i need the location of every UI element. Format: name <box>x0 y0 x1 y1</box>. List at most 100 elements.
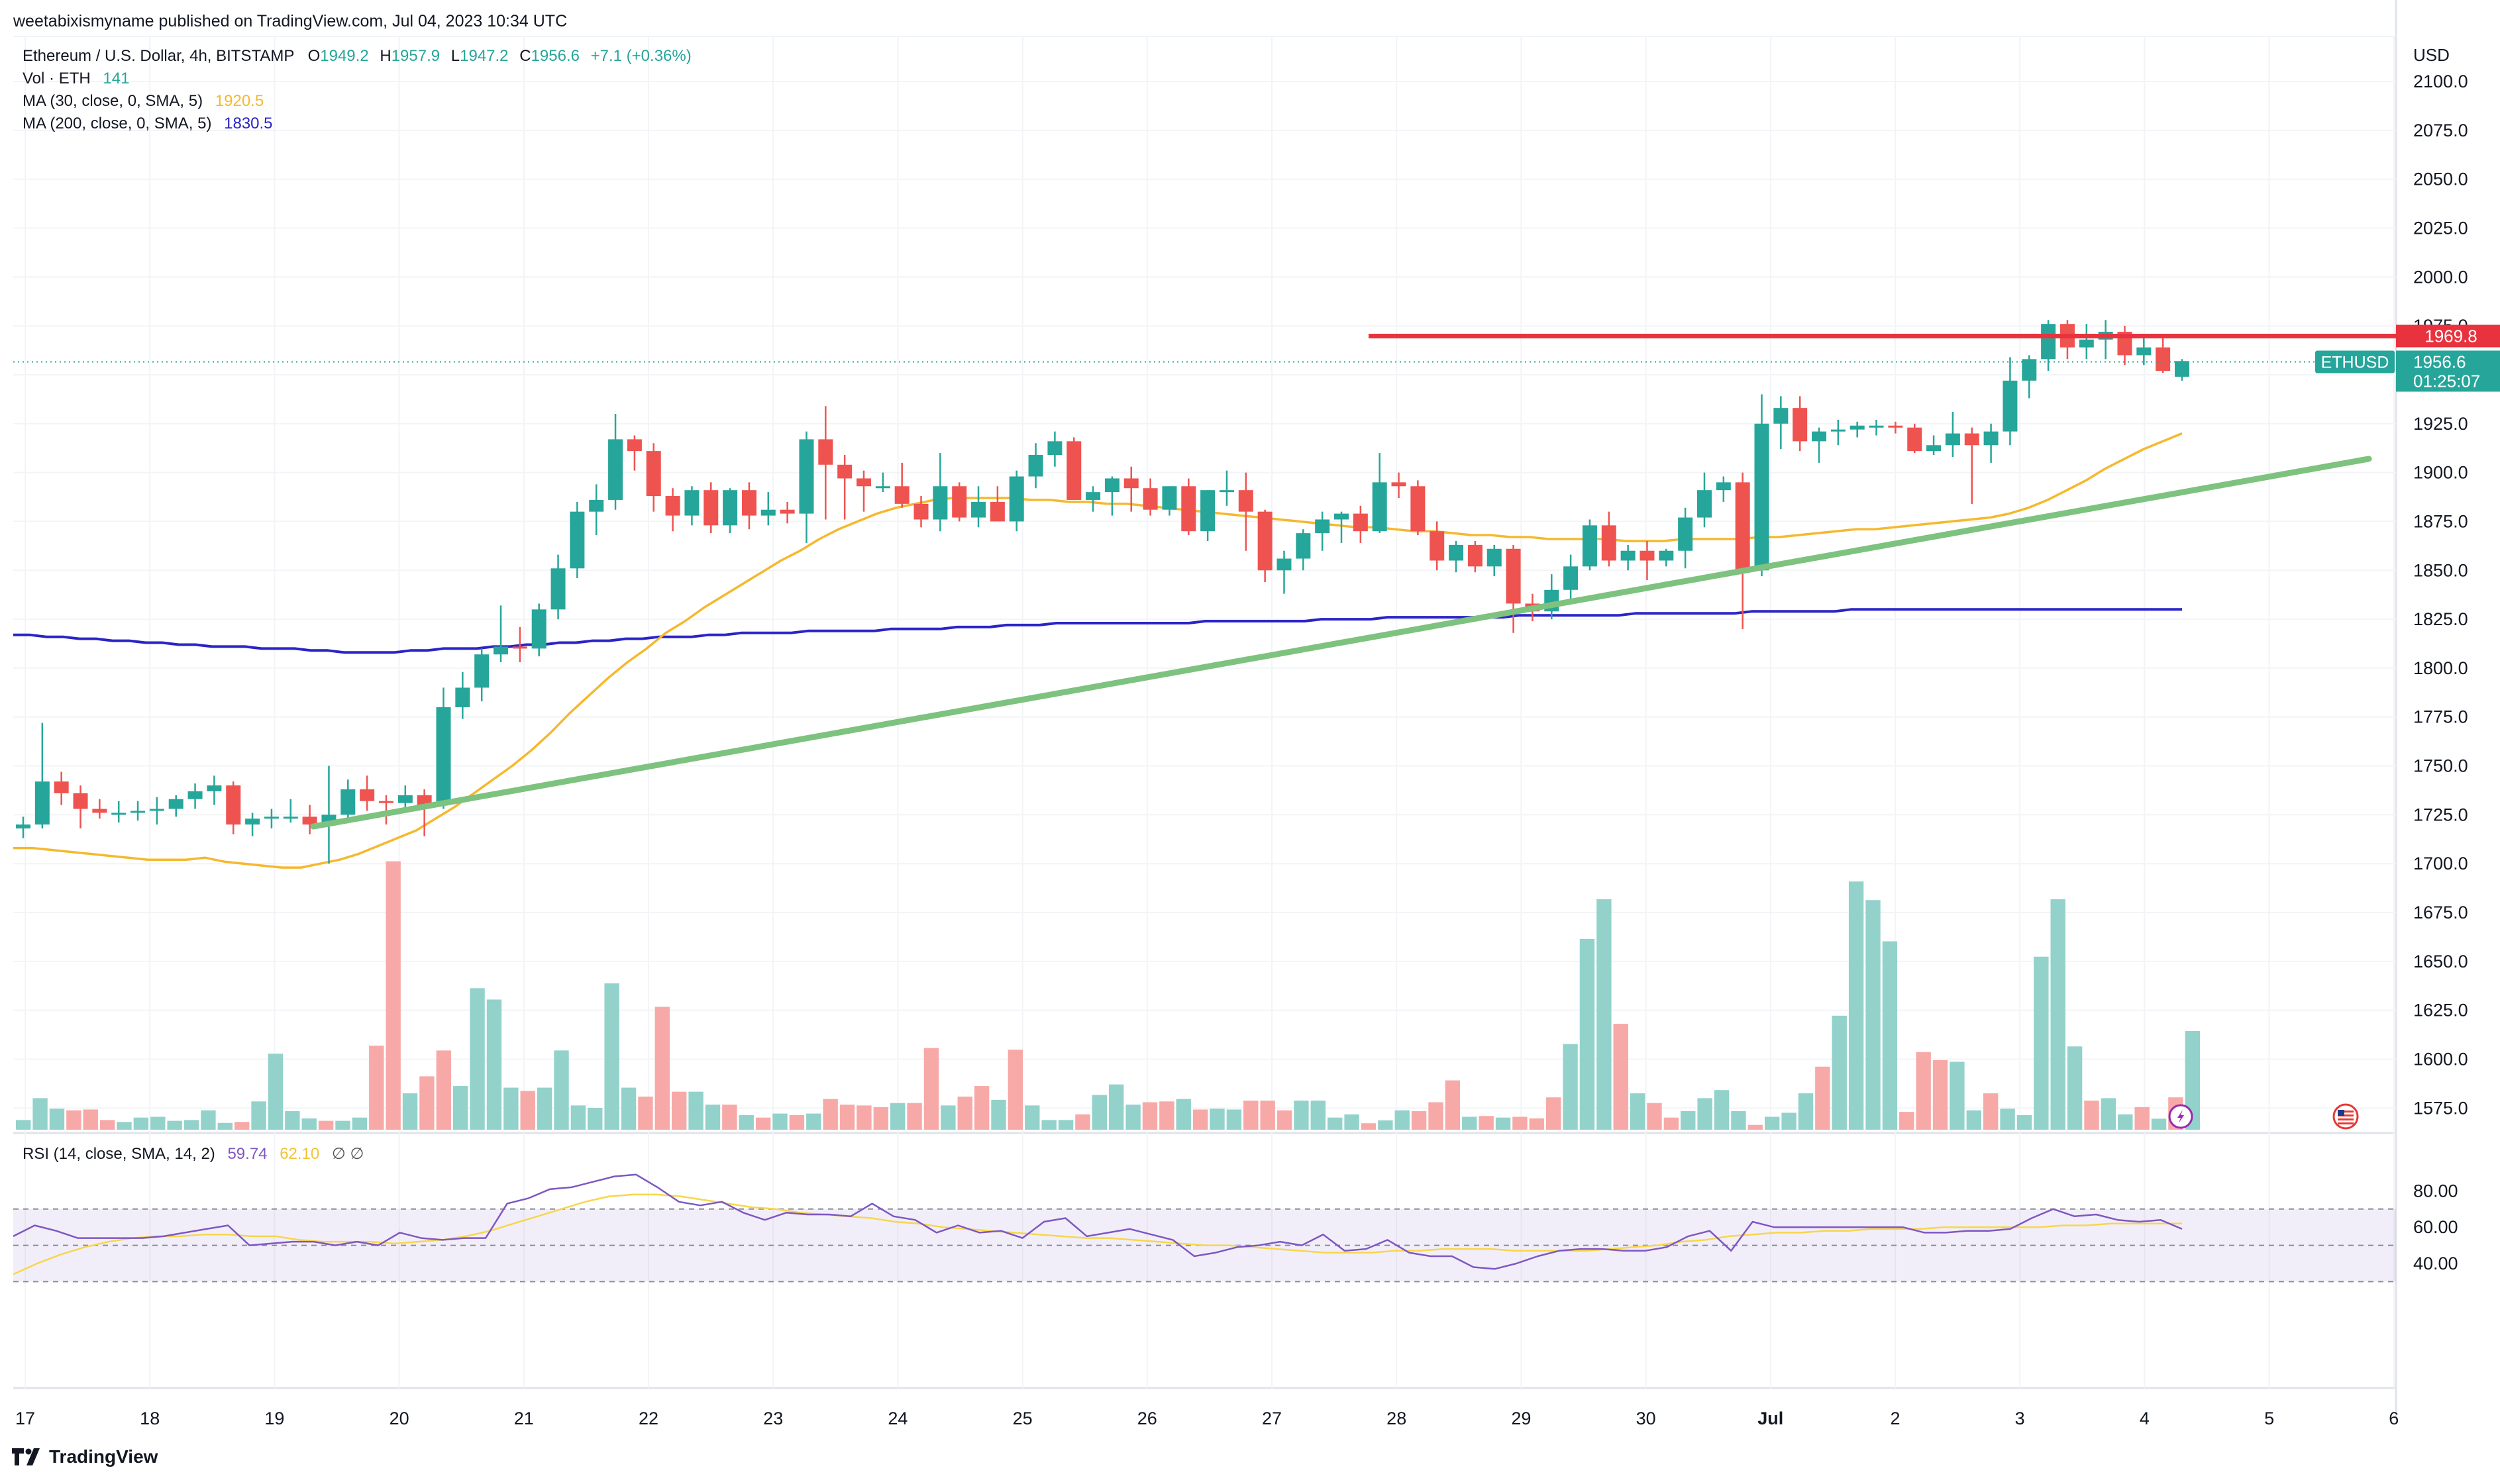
candle-body <box>1334 513 1349 520</box>
volume-bar <box>974 1086 990 1130</box>
volume-bar <box>991 1099 1006 1130</box>
price-tick-label: 2000.0 <box>2413 267 2468 287</box>
volume-bar <box>1276 1110 1292 1130</box>
time-tick-label: 22 <box>639 1409 658 1428</box>
volume-bar <box>1008 1050 1023 1130</box>
volume-bar <box>32 1098 48 1130</box>
legend-volume-row[interactable]: Vol · ETH 141 <box>23 68 692 90</box>
candle-body <box>760 509 776 516</box>
candle-body <box>2175 361 2189 377</box>
lightning-icon[interactable] <box>2168 1104 2193 1129</box>
volume-bar <box>1260 1101 1275 1130</box>
volume-bar <box>99 1120 115 1130</box>
candle-body <box>149 809 164 811</box>
candlesticks <box>16 320 2189 864</box>
flag-stripe <box>2338 1118 2354 1120</box>
volume-bar <box>1512 1116 1528 1130</box>
volume-bar <box>1697 1098 1712 1130</box>
volume-bar <box>1747 1124 1763 1130</box>
ma30-label: MA (30, close, 0, SMA, 5) <box>23 92 203 110</box>
volume-bar <box>117 1122 132 1130</box>
volume-bar <box>1983 1093 1999 1130</box>
time-tick-label: 18 <box>140 1409 160 1428</box>
volume-bar <box>1647 1103 1662 1130</box>
candle-body <box>1678 517 1693 551</box>
last-price-text: 1956.6 <box>2413 352 2466 371</box>
candle-body <box>397 795 413 803</box>
volume-bar <box>1411 1111 1427 1130</box>
volume-bar <box>1361 1123 1377 1130</box>
volume-bar <box>335 1120 350 1130</box>
volume-bar <box>217 1122 233 1130</box>
resistance-price-text: 1969.8 <box>2424 326 2477 346</box>
high-label: H <box>380 47 391 65</box>
time-tick-label: 2 <box>1890 1409 1900 1428</box>
candle-body <box>1449 544 1464 561</box>
volume-bar <box>839 1105 855 1130</box>
legend-ma30-row[interactable]: MA (30, close, 0, SMA, 5) 1920.5 <box>23 90 692 113</box>
candle-body <box>1735 482 1750 571</box>
rsi-label: RSI (14, close, SMA, 14, 2) <box>23 1145 215 1163</box>
ticker-tag[interactable] <box>2315 350 2395 373</box>
volume-bar <box>1025 1105 1040 1130</box>
us-flag-icon[interactable] <box>2332 1103 2359 1130</box>
candle-body <box>2022 359 2037 381</box>
tradingview-logo[interactable]: TradingView <box>12 1446 158 1467</box>
legend-symbol-row: Ethereum / U.S. Dollar, 4h, BITSTAMP O19… <box>23 45 692 68</box>
volume-bar <box>1596 899 1612 1130</box>
candle-body <box>1563 566 1579 590</box>
volume-bar <box>638 1096 653 1130</box>
candle-body <box>1907 427 1922 452</box>
volume-bar <box>2185 1031 2200 1130</box>
volume-bar <box>16 1120 31 1130</box>
volume-bar <box>49 1109 65 1130</box>
volume-bar <box>1529 1118 1544 1130</box>
volume-bar <box>654 1007 670 1130</box>
candle-body <box>1238 490 1253 512</box>
legend-ma200-row[interactable]: MA (200, close, 0, SMA, 5) 1830.5 <box>23 113 692 135</box>
volume-bar <box>150 1116 166 1130</box>
volume-bar <box>1916 1052 1931 1130</box>
candle-body <box>952 486 967 518</box>
candle-body <box>990 501 1005 522</box>
candle-body <box>1200 490 1216 532</box>
rsi-legend[interactable]: RSI (14, close, SMA, 14, 2) 59.74 62.10 … <box>23 1143 364 1165</box>
volume-bar <box>503 1087 519 1130</box>
volume-bar <box>1815 1066 1830 1130</box>
price-legend: Ethereum / U.S. Dollar, 4h, BITSTAMP O19… <box>23 45 692 135</box>
price-tick-label: 1750.0 <box>2413 756 2468 776</box>
volume-bar <box>1428 1102 1443 1130</box>
volume-bar <box>755 1117 771 1130</box>
candle-body <box>1067 441 1082 500</box>
volume-bar <box>2134 1107 2150 1130</box>
candle-body <box>340 789 356 815</box>
candle-body <box>570 511 585 569</box>
volume-bar <box>1210 1109 1225 1130</box>
candle-body <box>818 439 833 465</box>
candle-body <box>1391 482 1406 487</box>
volume-bar <box>2151 1118 2167 1130</box>
volume-bar <box>1142 1102 1158 1130</box>
time-tick-label: 25 <box>1013 1409 1033 1428</box>
volume-bar <box>301 1118 317 1130</box>
volume-bar <box>739 1115 754 1130</box>
trendline-drawing[interactable] <box>310 456 2372 830</box>
time-tick-label: Jul <box>1757 1409 1783 1428</box>
volume-bar <box>621 1087 637 1130</box>
candle-body <box>856 478 871 487</box>
candle-body <box>283 816 298 819</box>
candle-body <box>2003 380 2018 432</box>
user-drawings[interactable] <box>13 333 2396 830</box>
volume-bar <box>1041 1120 1057 1130</box>
volume-bar <box>2118 1114 2133 1130</box>
candle-body <box>226 785 241 825</box>
volume-bar <box>857 1105 872 1130</box>
candle-body <box>16 824 30 829</box>
volume-bar <box>823 1099 838 1130</box>
volume-bar <box>1663 1117 1679 1130</box>
candle-body <box>1582 525 1597 567</box>
volume-bar <box>251 1101 266 1130</box>
price-tick-label: 1900.0 <box>2413 463 2468 483</box>
